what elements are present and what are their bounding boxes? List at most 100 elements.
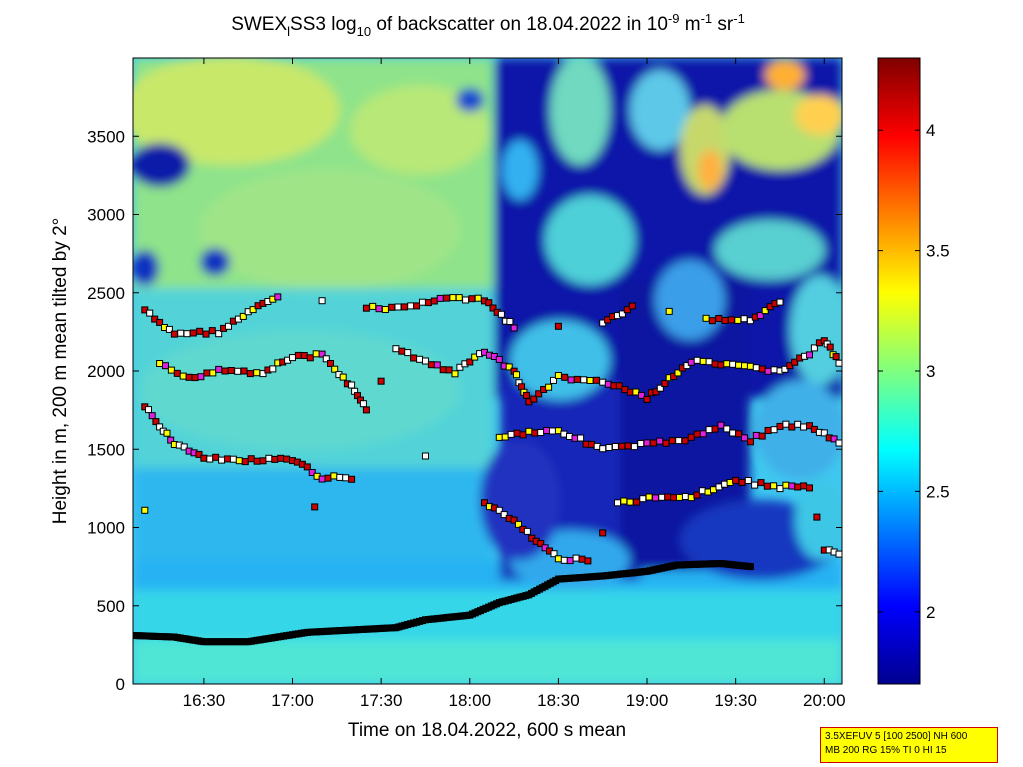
data-marker [523,527,531,535]
data-marker [776,422,784,430]
data-marker [746,317,754,325]
data-marker [705,358,713,366]
data-marker [197,373,205,381]
data-marker [637,440,645,447]
data-marker [794,483,802,491]
x-tick-label: 18:00 [449,691,492,710]
data-marker [180,443,188,451]
data-marker [580,376,588,384]
data-marker [735,430,743,438]
data-marker [474,294,482,302]
data-marker [241,458,249,466]
data-marker [294,351,302,359]
data-marker [274,293,282,301]
data-marker [277,454,285,462]
y-tick-label: 2500 [87,284,125,303]
data-marker [162,362,169,370]
data-marker [586,377,594,384]
data-marker [468,295,476,303]
data-marker [145,406,152,414]
data-marker [422,452,429,460]
data-marker [715,315,723,322]
data-marker [770,426,778,434]
data-marker [375,305,383,313]
data-marker [721,317,729,324]
data-marker [681,493,689,500]
data-marker [318,475,326,483]
data-marker [318,350,326,358]
data-marker [800,423,808,431]
data-marker [550,376,557,384]
data-marker [369,302,377,310]
data-marker [392,345,400,353]
data-marker [723,360,731,368]
data-marker [249,306,257,314]
data-marker [746,438,754,446]
data-marker [791,358,799,366]
data-marker [513,371,520,379]
data-marker [545,383,553,391]
data-marker [177,329,185,337]
data-marker [645,493,653,501]
data-marker [537,429,545,436]
data-marker [764,427,772,434]
data-marker [835,550,842,558]
data-marker [549,427,556,435]
data-marker [224,455,231,463]
data-marker [639,495,647,503]
data-marker [675,437,683,445]
data-marker [550,550,558,558]
data-marker [156,360,164,367]
data-marker [283,455,291,463]
data-marker [253,457,261,465]
data-marker [436,294,444,302]
data-marker [513,429,521,437]
data-marker [394,303,402,311]
data-marker [746,362,754,370]
colorbar [877,57,921,685]
data-marker [311,503,319,511]
data-marker [674,369,682,377]
data-marker [501,433,509,441]
colorbar-tick-label: 2 [926,603,935,622]
data-marker [643,439,651,447]
y-tick-label: 500 [97,597,125,616]
data-marker [495,506,503,514]
data-marker [422,357,429,365]
data-marker [624,442,632,450]
data-marker [615,382,623,390]
data-marker [183,330,191,338]
data-marker [577,434,585,442]
data-marker [776,298,784,306]
y-tick-label: 2000 [87,362,125,381]
data-marker [711,360,719,368]
data-marker [466,358,474,366]
detection-markers [133,293,842,646]
data-marker [303,463,311,471]
data-marker [561,373,569,381]
data-marker [543,427,551,434]
data-marker [705,426,713,434]
data-marker [141,506,149,514]
data-marker [761,307,769,315]
data-marker [567,376,575,384]
data-marker [271,455,279,463]
data-marker [633,498,640,506]
data-marker [620,497,628,505]
data-marker [240,367,248,375]
data-marker [348,381,356,389]
data-marker [377,377,385,385]
data-marker [661,380,669,387]
data-marker [173,369,181,377]
data-marker [746,563,754,571]
data-marker [578,555,586,563]
x-tick-label: 16:30 [183,691,226,710]
data-marker [427,361,435,369]
data-marker [247,455,255,463]
data-marker [788,482,796,490]
data-marker [758,365,766,373]
data-marker [628,302,636,310]
chart-title: SWEXlSS3 log10 of backscatter on 18.04.2… [231,11,745,39]
data-marker [599,529,607,537]
